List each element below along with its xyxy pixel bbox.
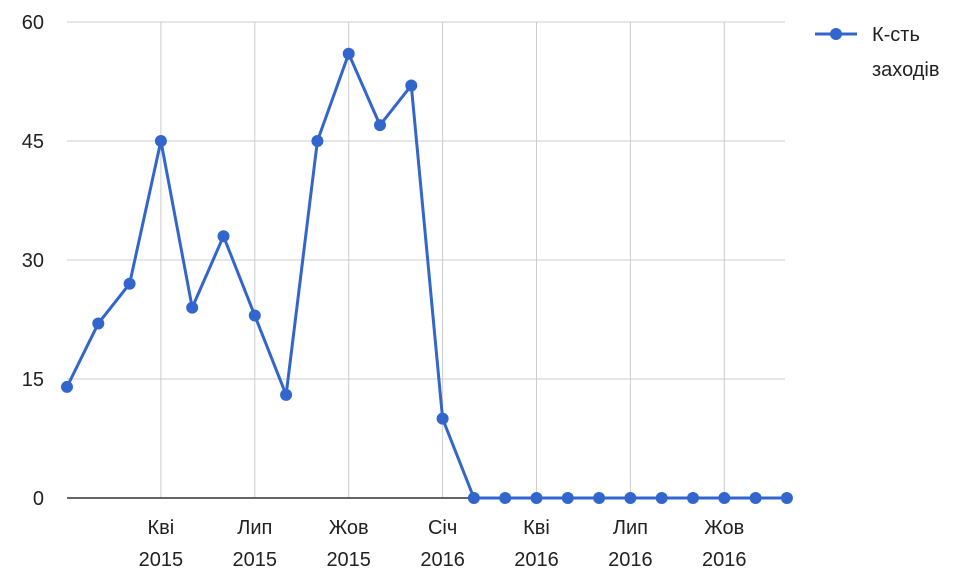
x-tick-label-year: 2016 — [420, 549, 465, 571]
x-tick-label-year: 2015 — [326, 549, 371, 571]
x-tick-label-year: 2016 — [608, 549, 653, 571]
data-point — [780, 492, 793, 504]
data-point — [624, 492, 637, 504]
x-tick-label-month: Жов — [329, 517, 369, 539]
x-axis-tick-labels: Кві 2015 Лип 2015 Жов 2015 Січ 2016 Кві 2016 Лип 20… — [139, 517, 747, 571]
legend[interactable]: К-сть заходів — [815, 24, 940, 81]
data-point — [217, 230, 230, 243]
y-tick-label: 30 — [22, 250, 44, 272]
data-point — [655, 492, 668, 504]
data-point — [92, 317, 105, 330]
y-tick-label: 15 — [22, 369, 44, 391]
gridlines — [67, 21, 785, 498]
data-point — [186, 301, 199, 314]
data-point — [499, 492, 512, 504]
x-tick-label-month: Жов — [704, 517, 744, 539]
data-point — [280, 388, 293, 401]
data-point — [467, 492, 480, 504]
legend-point-marker — [830, 28, 842, 40]
y-axis-tick-labels: 0 15 30 45 60 — [22, 12, 44, 510]
data-point — [718, 492, 731, 504]
data-point — [311, 135, 324, 147]
legend-label-line-2: заходів — [872, 59, 940, 81]
legend-label-line-1: К-сть — [872, 24, 920, 46]
data-point — [530, 492, 543, 504]
x-tick-label-month: Кві — [148, 517, 175, 539]
data-point — [123, 277, 136, 290]
data-point — [749, 492, 762, 504]
data-point — [436, 412, 449, 425]
data-point — [687, 492, 699, 504]
data-point — [593, 492, 606, 504]
x-tick-label-year: 2016 — [702, 549, 747, 571]
x-tick-label-year: 2015 — [233, 549, 278, 571]
x-tick-label-month: Лип — [237, 517, 272, 539]
x-tick-label-month: Січ — [428, 517, 457, 539]
x-tick-label-year: 2015 — [139, 549, 184, 571]
y-tick-label: 60 — [22, 12, 44, 34]
data-point — [248, 309, 261, 322]
data-point — [61, 380, 73, 393]
x-tick-label-month: Кві — [523, 517, 550, 539]
data-point — [405, 79, 418, 92]
data-point — [154, 135, 167, 147]
series-line — [65, 52, 787, 500]
data-point — [561, 492, 574, 504]
series-group — [61, 47, 793, 504]
data-point — [342, 47, 355, 60]
x-tick-label-year: 2016 — [514, 549, 559, 571]
y-tick-label: 0 — [33, 488, 44, 510]
y-tick-label: 45 — [22, 131, 44, 153]
data-point — [374, 119, 386, 132]
x-tick-label-month: Лип — [613, 517, 648, 539]
